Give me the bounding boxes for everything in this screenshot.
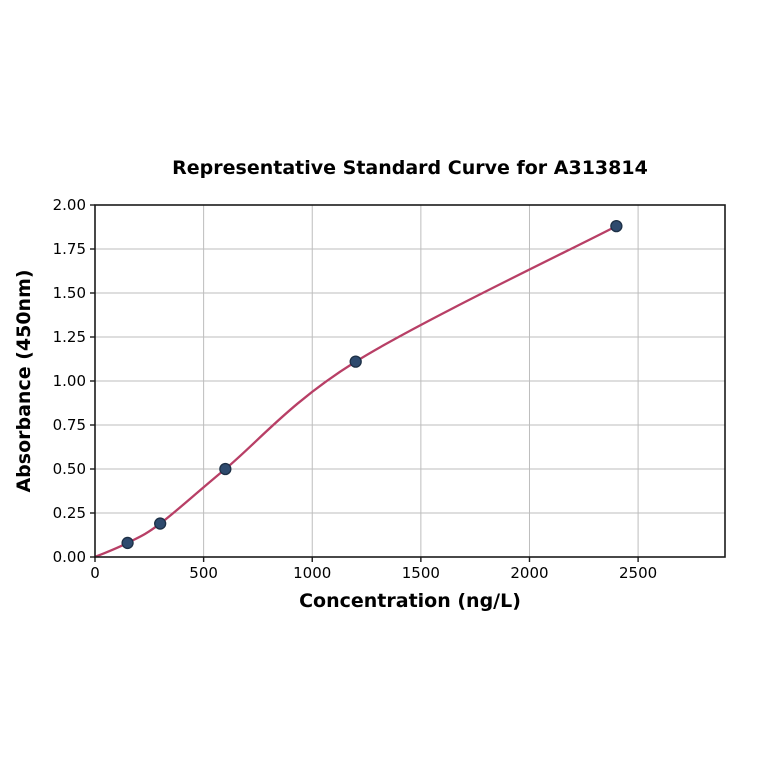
y-tick-label: 0.75 <box>53 416 86 434</box>
x-axis-label: Concentration (ng/L) <box>299 590 521 612</box>
data-point <box>121 536 134 550</box>
chart-title: Representative Standard Curve for A31381… <box>172 157 648 179</box>
y-tick-label: 1.25 <box>53 328 86 346</box>
y-tick-label: 2.00 <box>53 196 86 214</box>
y-axis-label: Absorbance (450nm) <box>13 269 35 492</box>
y-tick-label: 0.25 <box>53 504 86 522</box>
x-tick-label: 2500 <box>619 564 657 582</box>
y-tick-label: 0.00 <box>53 548 86 566</box>
y-tick-label: 1.00 <box>53 372 86 390</box>
plotted-data <box>93 219 623 559</box>
data-point <box>349 355 362 368</box>
x-tick-label: 1000 <box>293 564 331 582</box>
y-tick-label: 1.50 <box>53 284 86 302</box>
data-point <box>219 462 232 476</box>
x-tick-label: 2000 <box>510 564 548 582</box>
x-tick-label: 0 <box>90 564 100 582</box>
data-point <box>154 517 167 530</box>
x-tick-label: 1500 <box>402 564 440 582</box>
x-tick-label: 500 <box>189 564 218 582</box>
grid-lines <box>94 204 725 558</box>
axis-ticks <box>90 204 639 562</box>
data-point <box>610 219 623 233</box>
y-tick-label: 0.50 <box>53 460 86 478</box>
fitted-curve <box>93 224 618 559</box>
tick-labels: 0 500 1000 1500 2000 2500 0.00 0.25 0.50 0.75 1.00… <box>53 196 658 582</box>
y-tick-label: 1.75 <box>53 240 86 258</box>
